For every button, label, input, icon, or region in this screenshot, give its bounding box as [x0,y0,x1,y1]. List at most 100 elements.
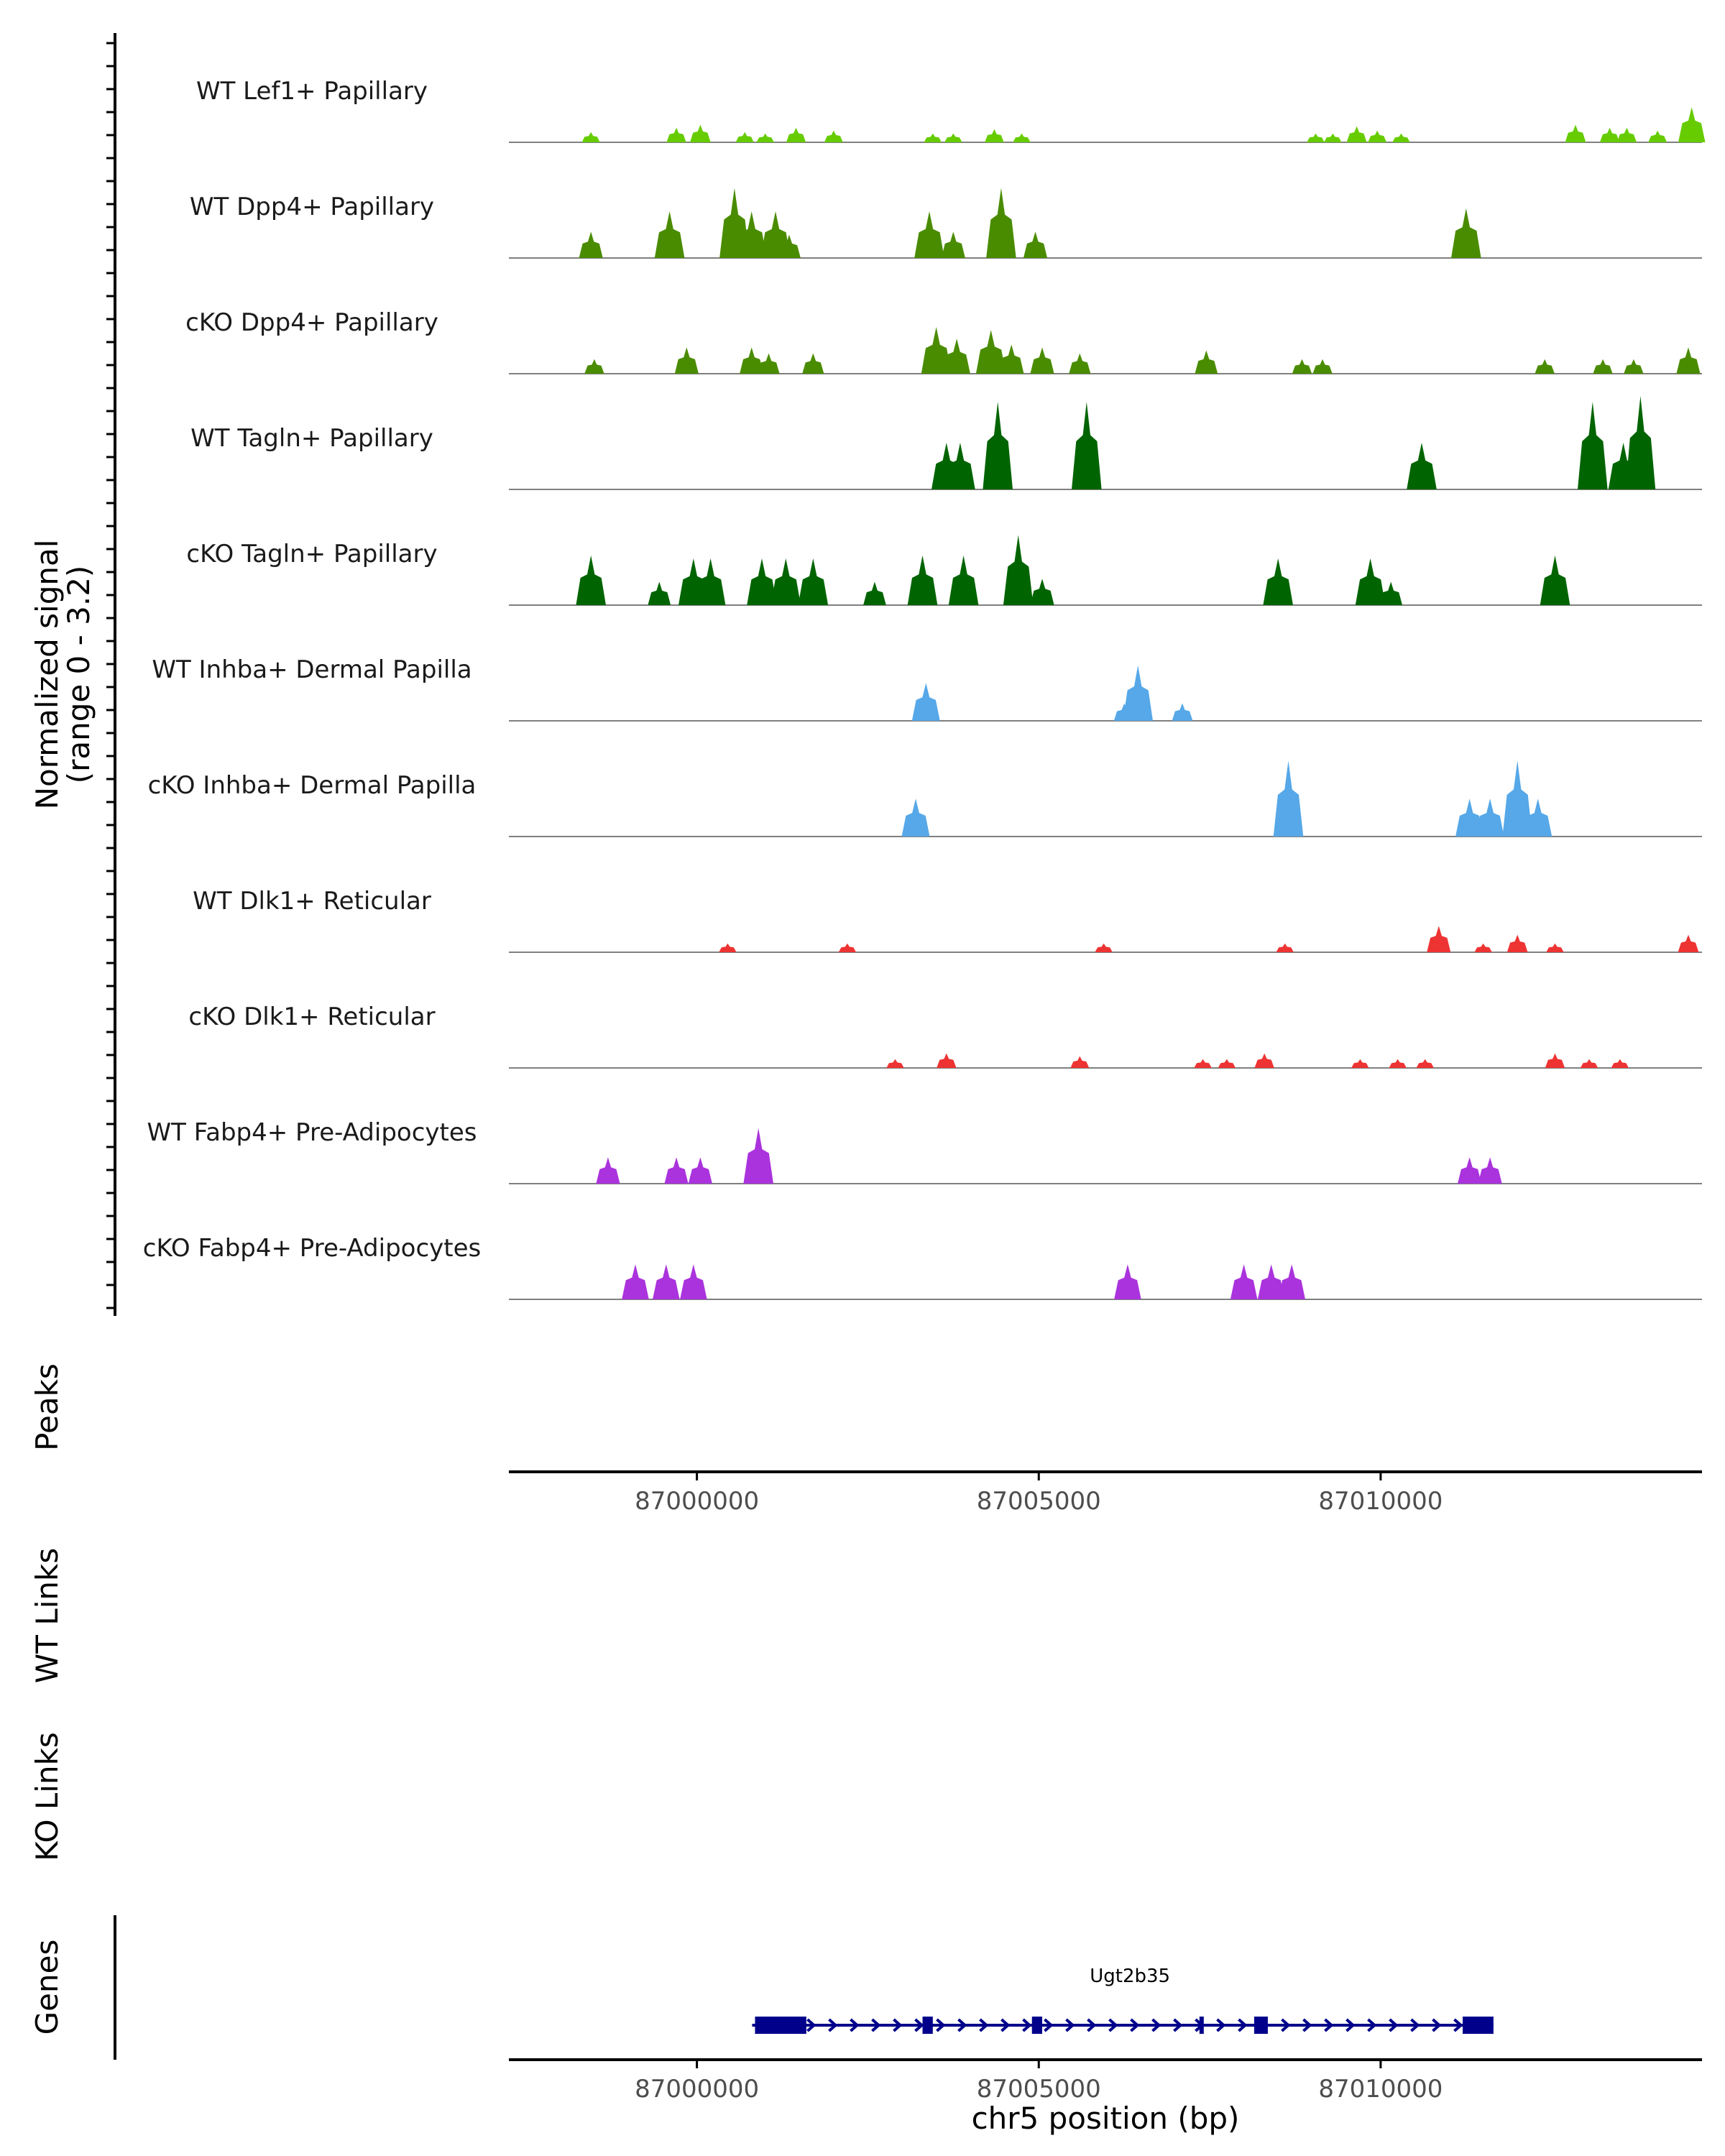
signal-peak [1263,558,1293,605]
gene-strand-arrow [1324,2018,1334,2032]
genes-panel: Genes Ugt2b35 87000000 87005000 87010000 chr5… [29,1915,1702,2136]
signal-peak [1540,555,1570,605]
signal-peak [1502,760,1532,837]
gene-exon [1254,2017,1268,2034]
signal-peak [666,127,686,142]
signal-peak [1095,943,1113,952]
signal-peak [1535,359,1555,374]
signal-track: WT Dpp4+ Papillary [190,188,1702,259]
signal-peak [1013,133,1031,142]
signal-panel: Normalized signal(range 0 - 3.2) WT Lef1+… [29,33,1706,1316]
gene-strand-arrow [1453,2018,1463,2032]
signal-peak [1546,943,1564,952]
signal-peak [901,798,930,837]
signal-peak [680,1264,707,1299]
signal-peak [1524,798,1552,837]
signal-peak [948,555,979,605]
gene-strand-arrow [1087,2018,1097,2032]
genes-x-tick-label: 87005000 [977,2075,1101,2104]
signal-peak [1273,760,1304,837]
signal-track: cKO Fabp4+ Pre-Adipocytes [143,1234,1702,1300]
signal-peak [664,1157,689,1184]
signal-track-label: cKO Tagln+ Papillary [186,540,437,568]
signal-peak [1676,347,1701,374]
signal-peak [695,558,726,605]
signal-peak [1427,926,1451,952]
signal-peak [1003,535,1034,605]
signal-peak [770,558,801,605]
signal-track: WT Inhba+ Dermal Papilla [152,655,1702,722]
gene-strand-arrow [1410,2018,1420,2032]
signal-track: WT Dlk1+ Reticular [193,887,1702,953]
signal-peak [1578,402,1608,489]
signal-peak [1218,1059,1236,1068]
signal-track: cKO Dlk1+ Reticular [188,1003,1702,1069]
signal-peak [1257,1264,1285,1299]
signal-peak [648,581,671,605]
gene-strand-arrow [1022,2018,1032,2032]
signal-peak [1476,798,1504,837]
signal-peak [911,683,940,721]
signal-peak [975,330,1006,374]
peaks-x-tick-label: 87000000 [635,1487,759,1516]
signal-peak [914,211,944,258]
genes-y-label: Genes [29,1940,65,2035]
signal-peak [1292,359,1312,374]
signal-peak [1114,1264,1141,1299]
gene-strand-arrow [871,2018,881,2032]
signal-peak [736,211,767,258]
signal-peak [1194,1059,1212,1068]
gene-strand-arrow [1432,2018,1442,2032]
x-axis-title: chr5 position (bp) [972,2101,1240,2136]
wt-links-y-label: WT Links [29,1548,65,1683]
signal-peak [798,558,829,605]
signal-peak [1478,1157,1502,1184]
signal-peak [1312,359,1333,374]
signal-y-label-line2: (range 0 - 3.2) [61,566,96,784]
signal-peak [1023,231,1048,258]
signal-peak [596,1157,620,1184]
gene-exon [1463,2017,1494,2034]
signal-peak [756,133,774,142]
signal-peak [690,124,711,142]
genes-x-tick-label: 87010000 [1318,2075,1443,2104]
signal-track-label: WT Inhba+ Dermal Papilla [152,655,472,684]
signal-peak [622,1264,649,1299]
gene-exon [1199,2017,1204,2034]
gene-strand-arrow [1065,2018,1075,2032]
signal-track-label: WT Fabp4+ Pre-Adipocytes [147,1118,477,1147]
signal-peak [1123,665,1153,721]
signal-peak [1195,350,1218,374]
signal-peak [907,555,938,605]
signal-peak [653,1264,680,1299]
gene-strand-arrow [1281,2018,1291,2032]
signal-track: cKO Tagln+ Papillary [186,535,1702,606]
gene-strand-arrow [1151,2018,1162,2032]
peaks-x-tick-label: 87005000 [977,1487,1101,1516]
signal-peak [747,558,777,605]
signal-peak [921,327,952,374]
gene-strand-arrow [1216,2018,1226,2032]
ko-links-y-label: KO Links [29,1732,65,1861]
genes-x-tick-label: 87000000 [635,2075,759,2104]
signal-peak [1276,943,1294,952]
gene-strand-arrow [1000,2018,1011,2032]
signal-track-label: cKO Dlk1+ Reticular [188,1003,435,1031]
signal-peak [1324,133,1342,142]
signal-peak [1307,133,1325,142]
signal-peak [579,231,603,258]
signal-track-label: cKO Dpp4+ Papillary [185,308,438,337]
signal-track-label: cKO Fabp4+ Pre-Adipocytes [143,1234,482,1263]
gene-strand-arrow [1346,2018,1356,2032]
signal-track: WT Tagln+ Papillary [190,396,1702,490]
signal-track: cKO Inhba+ Dermal Papilla [148,760,1702,837]
signal-track-label: WT Dpp4+ Papillary [190,193,434,221]
signal-peak [1030,579,1054,605]
signal-peak [1678,107,1706,142]
signal-peak [1625,396,1656,489]
signal-peak [1648,130,1668,142]
signal-peak [986,188,1016,258]
signal-peak [1230,1264,1258,1299]
signal-peak [985,129,1004,142]
gene-strand-arrow [1238,2018,1248,2032]
